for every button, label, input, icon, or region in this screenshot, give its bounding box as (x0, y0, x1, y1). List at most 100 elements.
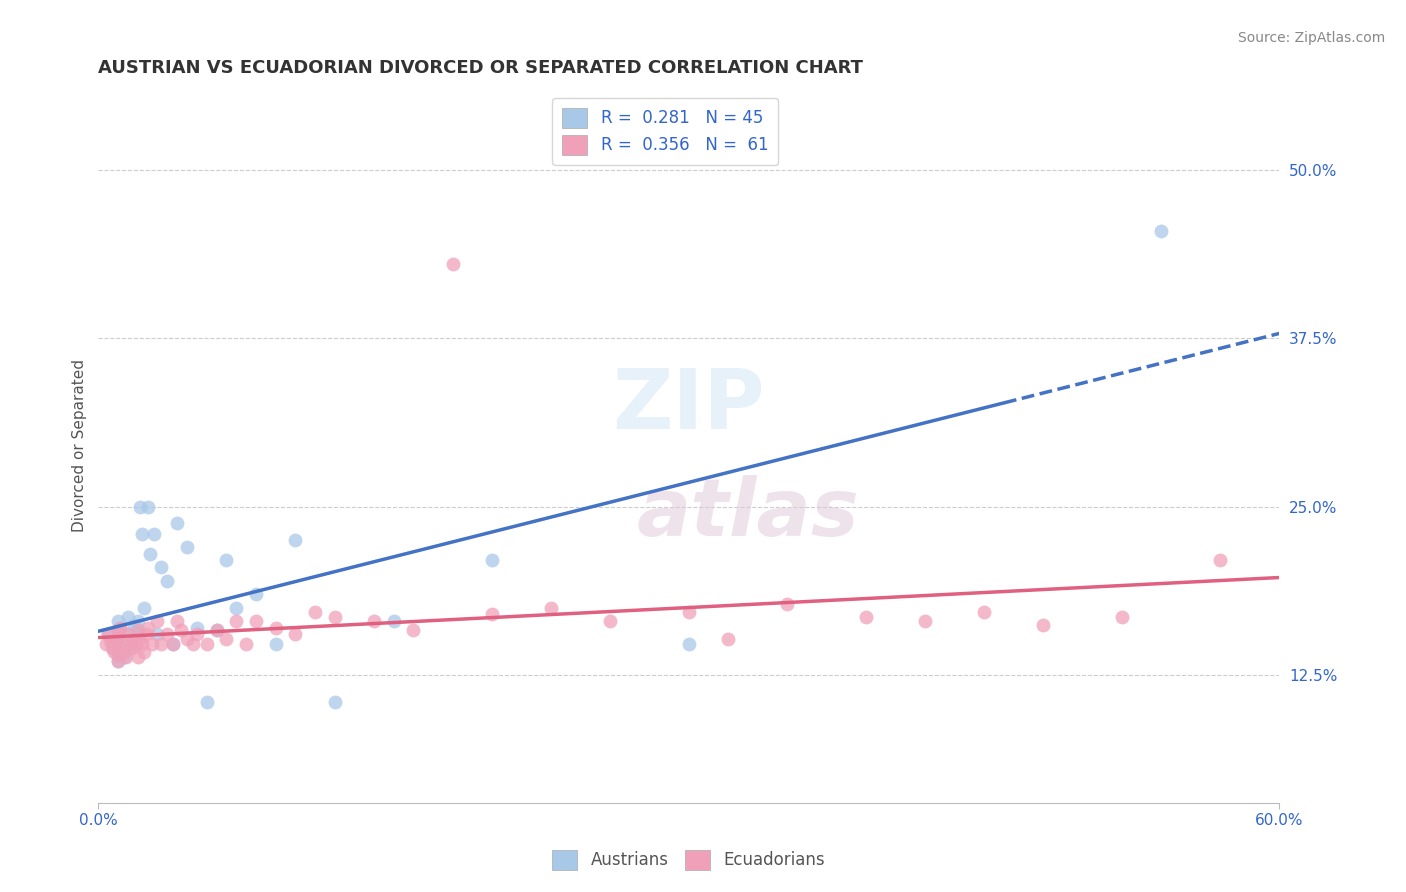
Point (97, 627, 120, 641)
Point (402, 624, 425, 638)
Point (108, 621, 131, 635)
Point (128, 500, 150, 514)
Point (101, 634, 124, 648)
Point (215, 553, 238, 567)
Point (776, 597, 799, 611)
Point (540, 600, 562, 615)
Point (122, 618, 145, 632)
Point (125, 624, 148, 638)
Point (441, 257, 464, 271)
Point (111, 643, 134, 657)
Point (107, 648, 129, 662)
Point (245, 614, 267, 628)
Point (323, 695, 346, 709)
Point (235, 637, 257, 651)
Point (125, 637, 148, 651)
Point (118, 640, 141, 655)
Point (264, 621, 287, 635)
Point (107, 637, 129, 651)
Point (131, 637, 153, 651)
Point (107, 655, 129, 669)
Point (599, 614, 621, 628)
Point (105, 632, 128, 646)
Point (132, 600, 155, 615)
Point (128, 632, 150, 646)
Point (117, 627, 139, 641)
Point (245, 587, 267, 601)
Point (150, 560, 173, 574)
Point (112, 645, 135, 659)
Point (107, 655, 129, 669)
Point (678, 605, 700, 619)
Point (127, 614, 149, 628)
Point (122, 634, 145, 648)
Point (225, 614, 247, 628)
Point (146, 627, 169, 641)
Point (181, 637, 204, 651)
Point (215, 632, 238, 646)
Point (142, 526, 165, 541)
Point (678, 637, 700, 651)
Point (205, 624, 228, 638)
Point (156, 627, 179, 641)
Text: AUSTRIAN VS ECUADORIAN DIVORCED OR SEPARATED CORRELATION CHART: AUSTRIAN VS ECUADORIAN DIVORCED OR SEPAR… (98, 59, 863, 77)
Point (481, 553, 503, 567)
Point (481, 607, 503, 622)
Point (96, 637, 118, 651)
Point (170, 624, 193, 638)
Point (127, 650, 149, 665)
Y-axis label: Divorced or Separated: Divorced or Separated (72, 359, 87, 533)
Point (195, 695, 218, 709)
Point (98, 634, 121, 648)
Point (135, 627, 157, 641)
Point (264, 637, 287, 651)
Text: ZIP: ZIP (613, 365, 765, 446)
Point (117, 627, 139, 641)
Text: Source: ZipAtlas.com: Source: ZipAtlas.com (1237, 31, 1385, 45)
Point (107, 614, 129, 628)
Point (117, 610, 139, 624)
Point (166, 516, 188, 530)
Point (127, 624, 149, 638)
Point (914, 614, 936, 628)
Point (132, 645, 155, 659)
Point (127, 627, 149, 641)
Point (138, 547, 160, 561)
Point (195, 637, 218, 651)
Point (186, 621, 208, 635)
Point (103, 645, 125, 659)
Point (115, 650, 138, 665)
Point (105, 637, 128, 651)
Point (186, 627, 208, 641)
Point (717, 632, 740, 646)
Point (108, 621, 131, 635)
Point (166, 614, 188, 628)
Point (156, 574, 179, 588)
Point (101, 640, 124, 655)
Point (284, 627, 307, 641)
Point (225, 600, 247, 615)
Point (284, 533, 307, 548)
Point (131, 526, 153, 541)
Point (205, 624, 228, 638)
Point (382, 614, 405, 628)
Point (107, 624, 129, 638)
Point (150, 637, 173, 651)
Point (162, 637, 184, 651)
Point (1209, 553, 1232, 567)
Text: atlas: atlas (637, 475, 859, 552)
Point (1111, 610, 1133, 624)
Point (973, 605, 995, 619)
Point (97, 627, 120, 641)
Point (136, 621, 159, 635)
Point (141, 637, 163, 651)
Legend: Austrians, Ecuadorians: Austrians, Ecuadorians (546, 843, 832, 877)
Point (121, 637, 143, 651)
Point (146, 614, 169, 628)
Point (121, 640, 143, 655)
Point (107, 648, 129, 662)
Point (176, 540, 198, 554)
Point (304, 605, 326, 619)
Point (1150, 223, 1173, 237)
Point (118, 637, 141, 651)
